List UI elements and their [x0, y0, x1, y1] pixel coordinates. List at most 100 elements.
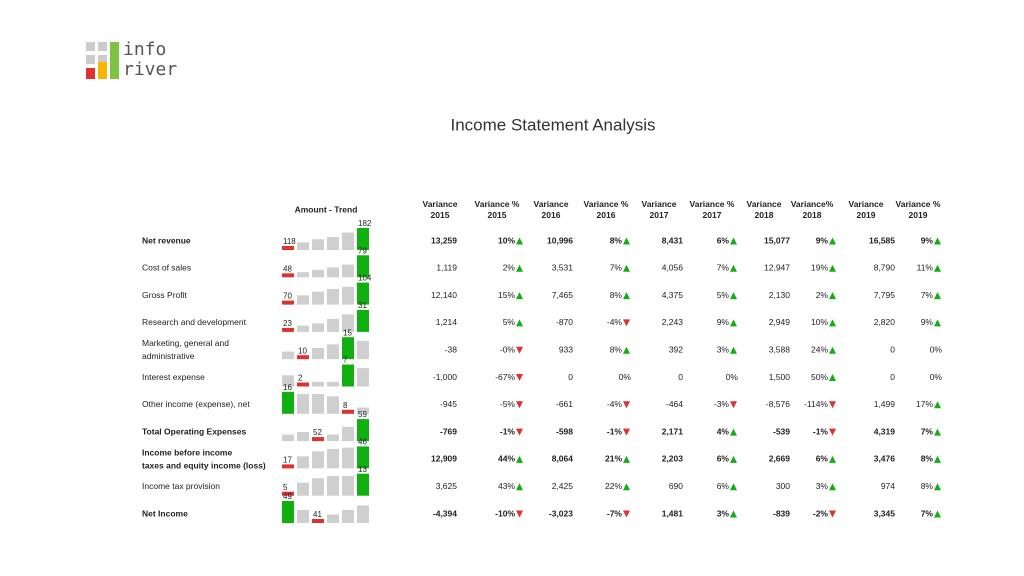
- trend-bar: [297, 242, 309, 250]
- row-label: Income before income taxes and equity inc…: [142, 448, 266, 471]
- logo-icon: [86, 42, 119, 79]
- variance-value: 3,345: [874, 508, 896, 518]
- arrow-down: [516, 428, 523, 436]
- trend-bar: [297, 325, 309, 332]
- trend-bar: [357, 340, 369, 360]
- trend-bar: [282, 300, 294, 305]
- trend-bar: [342, 337, 354, 360]
- variance-pct: 8%: [921, 481, 934, 491]
- column-header: Variance 2018: [747, 199, 782, 220]
- trend-bar: [342, 447, 354, 469]
- arrow-up: [623, 292, 630, 300]
- trend-bar: [342, 264, 354, 278]
- variance-pct: 22%: [605, 481, 622, 491]
- column-header: Variance % 2017: [690, 199, 735, 220]
- arrow-up: [516, 483, 523, 491]
- variance-value: 2,171: [662, 426, 684, 436]
- variance-pct: 21%: [605, 454, 622, 464]
- variance-pct: -1%: [813, 426, 829, 436]
- trend-label: 10: [298, 346, 307, 355]
- variance-value: 690: [669, 481, 683, 491]
- trend-bar: [297, 355, 309, 360]
- variance-pct: 3%: [717, 344, 730, 354]
- trend-label: 5: [283, 483, 288, 492]
- arrow-up: [829, 319, 836, 327]
- variance-value: 1,481: [662, 508, 684, 518]
- column-header: Variance % 2016: [584, 199, 629, 220]
- variance-value: 300: [776, 481, 790, 491]
- variance-pct: 9%: [921, 235, 934, 245]
- variance-value: 12,140: [431, 290, 457, 300]
- variance-value: 1,499: [874, 399, 896, 409]
- trend-bar: [342, 286, 354, 305]
- variance-pct: 7%: [717, 263, 730, 273]
- variance-pct: -67%: [495, 372, 515, 382]
- variance-value: -661: [556, 399, 573, 409]
- variance-pct: 44%: [498, 454, 515, 464]
- trend-bar: [282, 327, 294, 332]
- trend-bar: [327, 288, 339, 305]
- variance-pct: 9%: [717, 317, 730, 327]
- trend-bar: [312, 381, 324, 387]
- trend-bar: [282, 434, 294, 442]
- variance-pct: 7%: [921, 508, 934, 518]
- trend-label: 46: [358, 438, 367, 447]
- variance-value: 4,056: [662, 263, 684, 273]
- trend-bar: [312, 323, 324, 332]
- arrow-down: [829, 401, 836, 409]
- row-label: Interest expense: [142, 372, 205, 382]
- arrow-down: [730, 401, 737, 409]
- variance-value: 974: [881, 481, 895, 491]
- logo-text: river: [123, 59, 177, 80]
- trend-bar: [327, 318, 339, 332]
- variance-pct: -7%: [607, 508, 623, 518]
- row-label: Gross Profit: [142, 290, 188, 300]
- arrow-up: [730, 292, 737, 300]
- variance-value: 7,465: [552, 290, 574, 300]
- variance-value: 2,203: [662, 454, 684, 464]
- trend-bar: [297, 295, 309, 305]
- arrow-up: [623, 455, 630, 463]
- variance-value: -38: [445, 344, 458, 354]
- row-label: Cost of sales: [142, 263, 191, 273]
- variance-value: -769: [440, 426, 457, 436]
- variance-pct: 10%: [498, 235, 515, 245]
- variance-pct: -0%: [500, 344, 516, 354]
- variance-pct: -4%: [607, 399, 623, 409]
- arrow-up: [730, 319, 737, 327]
- trend-bar: [312, 478, 324, 496]
- variance-value: 15,077: [764, 235, 790, 245]
- variance-value: 2,820: [874, 317, 896, 327]
- variance-pct: 8%: [610, 344, 623, 354]
- arrow-down: [829, 510, 836, 518]
- arrow-up: [730, 483, 737, 491]
- variance-value: -539: [773, 426, 790, 436]
- row-label: Net Income: [142, 508, 188, 518]
- trend-bar: [297, 456, 309, 469]
- arrow-up: [516, 237, 523, 245]
- variance-value: 4,375: [662, 290, 684, 300]
- column-header: Variance 2017: [642, 199, 677, 220]
- variance-value: 392: [669, 344, 683, 354]
- trend-label: 7: [343, 356, 348, 365]
- trend-bar: [297, 382, 309, 387]
- variance-pct: 2%: [503, 263, 516, 273]
- variance-pct: 9%: [816, 235, 829, 245]
- trend-bar: [357, 505, 369, 523]
- variance-value: 8,064: [552, 454, 574, 464]
- row-label: Other income (expense), net: [142, 399, 250, 409]
- trend-bar: [312, 394, 324, 414]
- variance-pct: 24%: [811, 344, 828, 354]
- trend-bar: [357, 368, 369, 387]
- arrow-up: [829, 374, 836, 381]
- column-header: Variance % 2015: [475, 199, 520, 220]
- row-label: Research and development: [142, 317, 247, 327]
- arrow-up: [516, 455, 523, 463]
- variance-pct: 0%: [726, 372, 739, 382]
- column-header: Variance 2016: [534, 199, 569, 220]
- trend-bar: [327, 396, 339, 414]
- row-label: Net revenue: [142, 235, 191, 245]
- trend-bar: [282, 464, 294, 469]
- trend-bar: [282, 246, 294, 250]
